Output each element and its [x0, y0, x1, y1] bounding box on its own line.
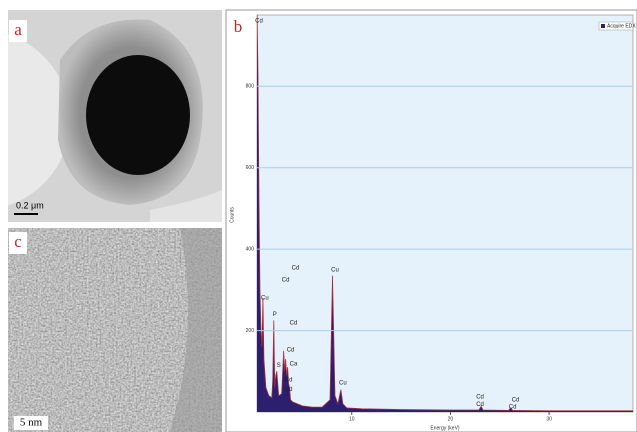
- peak-label: Cu: [339, 381, 347, 387]
- scale-bar-label: 5 nm: [20, 417, 43, 429]
- peak-label: Cd: [512, 397, 520, 403]
- x-tick-label: 10: [349, 416, 355, 422]
- peak-label: Cu: [261, 296, 269, 302]
- peak-label: Cu: [331, 267, 339, 273]
- y-tick-label: 600: [246, 165, 255, 171]
- label-box: [9, 20, 27, 42]
- peak-label: Cd: [290, 320, 298, 326]
- plot-area: [256, 14, 634, 413]
- x-tick-label: 30: [546, 416, 552, 422]
- legend-box: [598, 21, 634, 31]
- panel-label: b: [234, 17, 243, 36]
- peak-label: Cd: [285, 387, 293, 393]
- scale-bar-label: 0.2 μm: [16, 200, 44, 210]
- legend-swatch: [601, 24, 605, 28]
- y-tick-label: 800: [246, 84, 255, 90]
- peak-label: Cd: [282, 278, 290, 284]
- legend-label: Acquire EDX: [607, 23, 636, 29]
- peak-label: Cd: [509, 405, 517, 411]
- peak-label: P: [273, 312, 277, 318]
- plot: [257, 15, 633, 412]
- spectrum-line: [257, 15, 633, 412]
- scale-box: [14, 416, 48, 430]
- peak-label: Cd: [255, 19, 263, 25]
- x-axis-label: Energy (keV): [430, 425, 460, 431]
- x-tick-label: 20: [448, 416, 454, 422]
- y-tick-label: 400: [246, 246, 255, 252]
- peak-label: S: [277, 363, 281, 369]
- peak-label: Cd: [476, 395, 484, 401]
- peak-label: Ca: [290, 362, 298, 368]
- panel-label: c: [14, 232, 22, 251]
- y-axis-label: Counts: [229, 207, 235, 223]
- tem-image-a: [8, 10, 222, 222]
- peak-label: Cd: [287, 348, 295, 354]
- peak-label: Cd: [285, 377, 293, 383]
- image-edge: [170, 228, 222, 432]
- peak-label: Cd: [476, 402, 484, 408]
- peak-label: Cd: [292, 265, 300, 271]
- panel-label: a: [14, 20, 22, 39]
- label-box: [9, 232, 27, 254]
- y-tick-label: 200: [246, 328, 255, 334]
